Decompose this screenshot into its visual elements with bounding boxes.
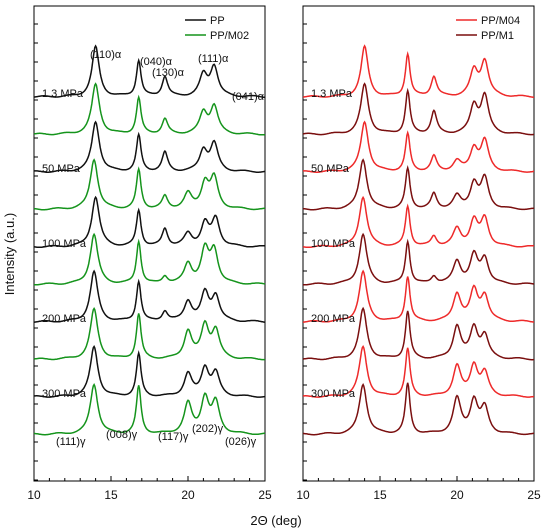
series-line-pp-m04 [303,120,535,173]
series-line-pp-m1 [302,82,535,136]
series-line-pp-m1 [302,158,534,211]
panel-pp-m02: 1.3 MPa 50 MPa 100 MPa 200 MPa 300 MPa (110)… [27,5,272,502]
series-line-pp [33,269,266,323]
series-line-pp-m1 [302,306,534,361]
x-tick-label: 20 [181,488,195,502]
pressure-label: 300 MPa [311,388,356,400]
pressure-labels-left: 1.3 MPa 50 MPa 100 MPa 200 MPa 300 MPa [42,88,87,400]
legend-label-pp-m1: PP/M1 [481,30,514,42]
x-axis-label: 2Θ (deg) [250,513,301,528]
ticks-right [302,23,535,481]
legend-left: PP PP/M02 [185,15,249,42]
peak-label-008-gamma: (008)γ [106,429,138,441]
peak-label-026-gamma: (026)γ [225,436,257,448]
x-tick-label: 15 [373,488,387,502]
pressure-label: 1.3 MPa [42,88,84,100]
series-line-pp-m02 [33,383,266,436]
series-line-pp-m04 [302,345,535,398]
x-tick-label: 25 [527,488,541,502]
pressure-label: 100 MPa [311,238,356,250]
ticks-left [33,23,266,481]
series-line-pp-m04 [302,44,534,98]
legend-right: PP/M04 PP/M1 [456,15,520,42]
pressure-label: 200 MPa [42,313,87,325]
peak-label-111-gamma: (111)γ [56,436,86,448]
panel-pp-m04-m1: 1.3 MPa 50 MPa 100 MPa 200 MPa 300 MPa PP/M0… [296,5,541,502]
x-tick-label: 20 [450,488,464,502]
plot-frame-right [302,5,535,482]
pressure-label: 1.3 MPa [311,88,353,100]
legend-label-pp-m02: PP/M02 [210,30,249,42]
pressure-label: 200 MPa [311,313,356,325]
series-line-pp-m1 [303,232,535,286]
peak-label-110-alpha: (110)α [90,49,122,61]
pressure-label: 50 MPa [42,163,81,175]
traces-right [302,44,535,436]
x-tick-label: 25 [258,488,272,502]
series-line-pp [33,344,266,398]
series-line-pp [33,44,265,99]
peak-label-117-gamma: (117)γ [158,431,189,443]
series-line-pp-m02 [33,82,266,136]
peak-label-040-alpha: (040)α [140,56,173,68]
peak-label-130-alpha: (130)α [152,67,185,79]
pressure-label: 100 MPa [42,238,87,250]
traces-left [33,44,266,436]
y-axis-label: Intensity (a.u.) [2,213,17,295]
series-line-pp-m02 [34,232,266,286]
series-line-pp-m04 [302,269,535,323]
legend-label-pp-m04: PP/M04 [481,15,520,27]
pressure-labels-right: 1.3 MPa 50 MPa 100 MPa 200 MPa 300 MPa [311,88,356,400]
series-line-pp-m02 [33,158,265,211]
x-tick-label: 15 [104,488,118,502]
series-line-pp-m1 [302,382,535,436]
peak-label-111-alpha: (111)α [198,53,229,65]
series-line-pp-m04 [302,195,535,249]
peak-label-202-gamma: (202)γ [192,423,224,435]
legend-label-pp: PP [210,15,225,27]
pressure-label: 300 MPa [42,388,87,400]
pressure-label: 50 MPa [311,163,350,175]
series-line-pp-m02 [33,306,265,361]
peak-label-041-alpha: (041)α [232,91,265,103]
series-line-pp [34,120,266,173]
x-tick-label: 10 [27,488,41,502]
x-tick-label: 10 [296,488,310,502]
series-line-pp [33,195,266,249]
plot-frame-left [33,5,266,482]
